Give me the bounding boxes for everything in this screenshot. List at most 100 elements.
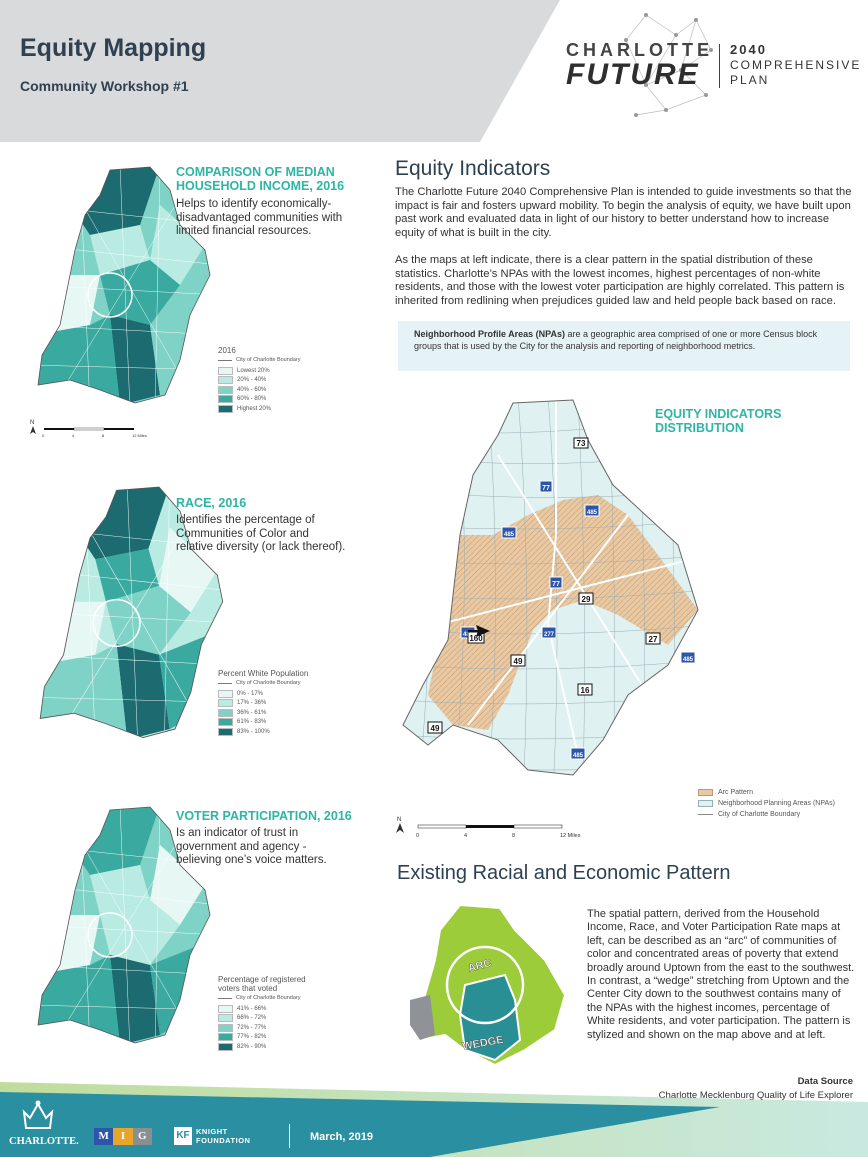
svg-text:49: 49: [514, 657, 523, 666]
logo-year: 2040: [730, 42, 767, 57]
footer-divider: [289, 1124, 290, 1148]
equity-indicators-title: Equity Indicators: [395, 157, 551, 180]
knight-foundation-icon: KF: [174, 1127, 192, 1145]
svg-text:485: 485: [683, 657, 694, 663]
svg-text:485: 485: [504, 532, 515, 538]
voter-map: [37, 806, 211, 1044]
svg-text:160: 160: [469, 634, 483, 643]
svg-text:49: 49: [431, 724, 440, 733]
header-band: [0, 0, 560, 142]
voter-legend-item: 77% - 82%: [218, 1033, 306, 1043]
income-legend-item: 40% - 60%: [218, 385, 301, 395]
legend-city-boundary: City of Charlotte Boundary: [698, 809, 835, 820]
voter-legend-title-line1: Percentage of registered: [218, 975, 306, 984]
svg-text:N: N: [30, 420, 34, 426]
charlotte-logo-text: CHARLOTTE.: [9, 1136, 79, 1147]
logo-future-text: FUTURE: [566, 58, 700, 91]
logo-plan-line1: COMPREHENSIVE: [730, 58, 862, 72]
race-map: [39, 486, 224, 739]
race-legend: Percent White Population City of Charlot…: [218, 669, 308, 737]
mig-letter-g: G: [132, 1128, 152, 1145]
equity-distribution-map: 73 77 485 485 77 29 485 160 277 27 485 4…: [402, 399, 699, 776]
income-heading-line2: HOUSEHOLD INCOME, 2016: [176, 179, 345, 193]
income-scale-bar: N 0 4 8 12 Miles: [30, 420, 147, 438]
mig-letter-i: I: [113, 1128, 133, 1145]
income-desc-line2: disadvantaged communities with: [176, 211, 343, 224]
voter-legend-item: 72% - 77%: [218, 1023, 306, 1033]
voter-legend-item: 66% - 72%: [218, 1014, 306, 1024]
income-legend: 2016 City of Charlotte Boundary Lowest 2…: [218, 346, 301, 414]
knight-foundation-line1: KNIGHT: [196, 1127, 228, 1136]
voter-legend-item: 41% - 66%: [218, 1004, 306, 1014]
footer-date: March, 2019: [310, 1131, 373, 1143]
income-boundary-label: City of Charlotte Boundary: [236, 357, 301, 363]
voter-legend-item: 82% - 90%: [218, 1042, 306, 1052]
voter-desc-line1: Is an indicator of trust in: [176, 827, 299, 839]
race-map-heading: RACE, 2016: [176, 496, 246, 510]
race-legend-title: Percent White Population: [218, 669, 309, 678]
voter-legend: Percentage of registered voters that vot…: [218, 975, 306, 1052]
race-desc-line3: relative diversity (or lack thereof).: [176, 541, 346, 553]
race-boundary-label: City of Charlotte Boundary: [236, 680, 301, 686]
logo-divider: [719, 44, 720, 88]
equity-paragraph-2: As the maps at left indicate, there is a…: [395, 254, 845, 307]
race-legend-item: 0% - 17%: [218, 689, 308, 699]
knight-foundation-line2: FOUNDATION: [196, 1136, 251, 1145]
income-legend-title: 2016: [218, 346, 236, 355]
income-legend-boundary: City of Charlotte Boundary: [218, 357, 301, 363]
income-map-heading: COMPARISON OF MEDIAN HOUSEHOLD INCOME, 2…: [176, 165, 344, 193]
svg-text:12 Miles: 12 Miles: [560, 833, 581, 839]
svg-text:12 Miles: 12 Miles: [132, 433, 147, 438]
npa-definition-box: Neighborhood Profile Areas (NPAs) are a …: [398, 321, 850, 371]
page-subtitle: Community Workshop #1: [20, 78, 189, 94]
pattern-paragraph: The spatial pattern, derived from the Ho…: [587, 908, 855, 1041]
distribution-map-heading: EQUITY INDICATORS DISTRIBUTION: [655, 407, 781, 435]
voter-map-description: Is an indicator of trust in government a…: [176, 827, 327, 868]
svg-text:485: 485: [587, 510, 598, 516]
svg-text:4: 4: [72, 433, 75, 438]
income-map-description: Helps to identify economically- disadvan…: [176, 198, 342, 239]
arc-wedge-diagram: ARC WEDGE: [408, 903, 567, 1067]
svg-text:27: 27: [649, 635, 658, 644]
voter-legend-title-line2: voters that voted: [218, 984, 278, 993]
mig-letter-m: M: [94, 1128, 114, 1145]
income-legend-item: Highest 20%: [218, 404, 301, 414]
svg-text:0: 0: [42, 433, 45, 438]
svg-text:77: 77: [542, 485, 550, 492]
race-map-description: Identifies the percentage of Communities…: [176, 514, 345, 555]
data-source-label: Data Source: [797, 1076, 853, 1087]
voter-desc-line3: believing one’s voice matters.: [176, 854, 327, 866]
svg-text:8: 8: [102, 433, 105, 438]
distribution-scale-bar: N 0 4 8 12 Miles: [396, 817, 581, 839]
income-legend-item: Lowest 20%: [218, 366, 301, 376]
npa-definition: are a geographic area comprised of one o…: [414, 329, 818, 351]
race-legend-item: 36% - 61%: [218, 708, 308, 718]
mig-logo: M I G: [94, 1128, 152, 1145]
race-legend-item: 17% - 36%: [218, 699, 308, 709]
legend-arc-pattern: Arc Pattern: [698, 787, 835, 798]
svg-text:485: 485: [573, 753, 584, 759]
charlotte-future-logo: CHARLOTTE FUTURE 2040 COMPREHENSIVE PLAN: [566, 13, 866, 117]
svg-text:77: 77: [552, 581, 560, 588]
race-legend-item: 83% - 100%: [218, 727, 308, 737]
legend-npas: Neighborhood Planning Areas (NPAs): [698, 798, 835, 809]
network-graphic: [624, 13, 713, 117]
logo-plan-line2: PLAN: [730, 73, 770, 87]
voter-legend-title: Percentage of registered voters that vot…: [218, 975, 306, 993]
voter-boundary-label: City of Charlotte Boundary: [236, 995, 301, 1001]
voter-heading-line1: VOTER PARTICIPATION, 2016: [176, 809, 352, 823]
svg-text:0: 0: [416, 833, 419, 839]
income-legend-item: 60% - 80%: [218, 395, 301, 405]
page-title: Equity Mapping: [20, 34, 207, 62]
distribution-heading-line1: EQUITY INDICATORS: [655, 407, 782, 421]
race-legend-boundary: City of Charlotte Boundary: [218, 680, 308, 686]
equity-paragraph-1: The Charlotte Future 2040 Comprehensive …: [395, 186, 852, 239]
distribution-legend: Arc Pattern Neighborhood Planning Areas …: [698, 787, 835, 820]
svg-text:16: 16: [581, 686, 590, 695]
svg-text:277: 277: [544, 632, 555, 638]
svg-text:4: 4: [464, 833, 467, 839]
npa-term: Neighborhood Profile Areas (NPAs): [414, 329, 566, 339]
pattern-title: Existing Racial and Economic Pattern: [397, 862, 731, 884]
svg-text:8: 8: [512, 833, 515, 839]
data-source-value: Charlotte Mecklenburg Quality of Life Ex…: [658, 1090, 853, 1101]
